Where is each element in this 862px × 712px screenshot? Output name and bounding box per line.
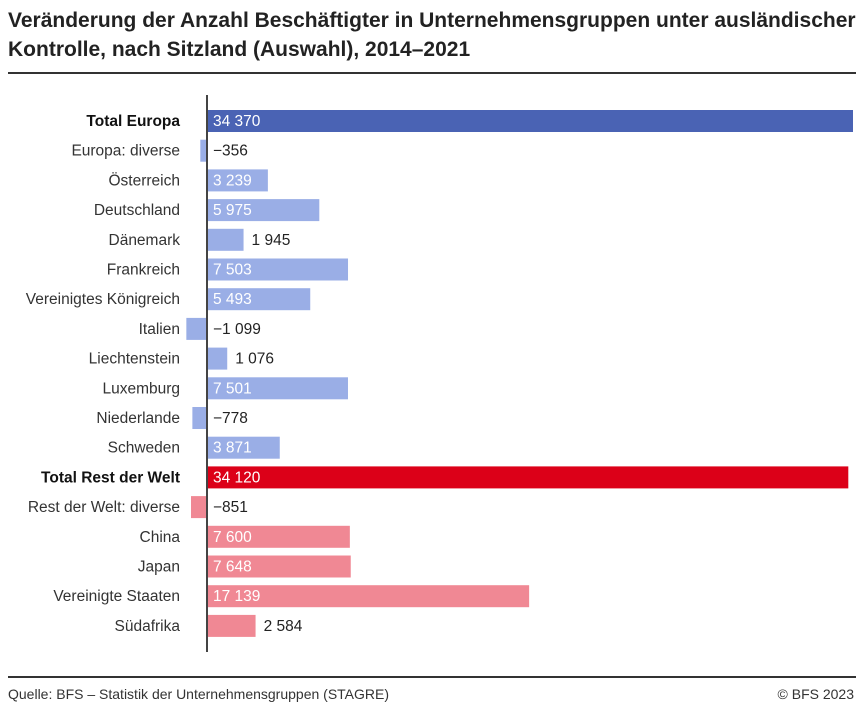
- category-label: Luxemburg: [102, 380, 180, 397]
- copyright: © BFS 2023: [777, 686, 854, 702]
- category-label: China: [140, 529, 181, 546]
- value-label: 2 584: [264, 618, 303, 635]
- value-label: 7 503: [213, 262, 252, 279]
- bar: [207, 585, 530, 608]
- bar: [186, 317, 207, 340]
- value-label: 5 975: [213, 202, 252, 219]
- bar: [207, 169, 268, 192]
- bar: [207, 199, 320, 222]
- value-label: 34 370: [213, 113, 261, 130]
- category-label: Deutschland: [94, 202, 180, 219]
- value-label: −356: [213, 143, 248, 160]
- bar: [207, 614, 256, 637]
- bar: [207, 347, 228, 370]
- bar: [207, 436, 280, 459]
- category-label: Japan: [138, 559, 180, 576]
- value-label: 3 239: [213, 172, 252, 189]
- footer-divider: [8, 676, 856, 678]
- bar: [207, 288, 311, 311]
- value-label: −1 099: [213, 321, 261, 338]
- category-label: Total Rest der Welt: [41, 469, 180, 486]
- bar: [207, 555, 351, 578]
- bar: [207, 525, 350, 548]
- value-label: 1 076: [235, 351, 274, 368]
- value-label: 17 139: [213, 588, 260, 605]
- value-label: 7 501: [213, 380, 252, 397]
- category-label: Dänemark: [109, 232, 181, 249]
- value-label: 5 493: [213, 291, 252, 308]
- category-label: Niederlande: [96, 410, 180, 427]
- category-label: Total Europa: [86, 113, 180, 130]
- bar: [207, 110, 853, 132]
- value-label: 7 648: [213, 559, 252, 576]
- category-label: Liechtenstein: [89, 351, 180, 368]
- category-label: Europa: diverse: [71, 143, 180, 160]
- value-label: −778: [213, 410, 248, 427]
- chart-title: Veränderung der Anzahl Beschäftigter in …: [8, 9, 856, 61]
- bar: [191, 496, 207, 519]
- category-label: Italien: [139, 321, 180, 338]
- bar: [207, 228, 244, 251]
- category-label: Schweden: [108, 440, 180, 457]
- category-label: Vereinigte Staaten: [53, 588, 180, 605]
- bar: [207, 258, 349, 281]
- value-label: −851: [213, 499, 248, 516]
- title-divider: [8, 72, 856, 74]
- category-label: Österreich: [109, 171, 181, 189]
- bar: [207, 466, 849, 489]
- category-label: Südafrika: [115, 618, 181, 635]
- value-label: 1 945: [252, 232, 291, 249]
- source-note: Quelle: BFS – Statistik der Unternehmens…: [8, 686, 390, 702]
- bar: [192, 407, 207, 429]
- category-label: Frankreich: [107, 262, 180, 279]
- bar: [207, 377, 348, 400]
- category-label: Vereinigtes Königreich: [26, 291, 180, 308]
- category-label: Rest der Welt: diverse: [28, 499, 180, 516]
- value-label: 34 120: [213, 469, 261, 486]
- bar: [200, 139, 207, 162]
- value-label: 3 871: [213, 440, 252, 457]
- value-label: 7 600: [213, 529, 252, 546]
